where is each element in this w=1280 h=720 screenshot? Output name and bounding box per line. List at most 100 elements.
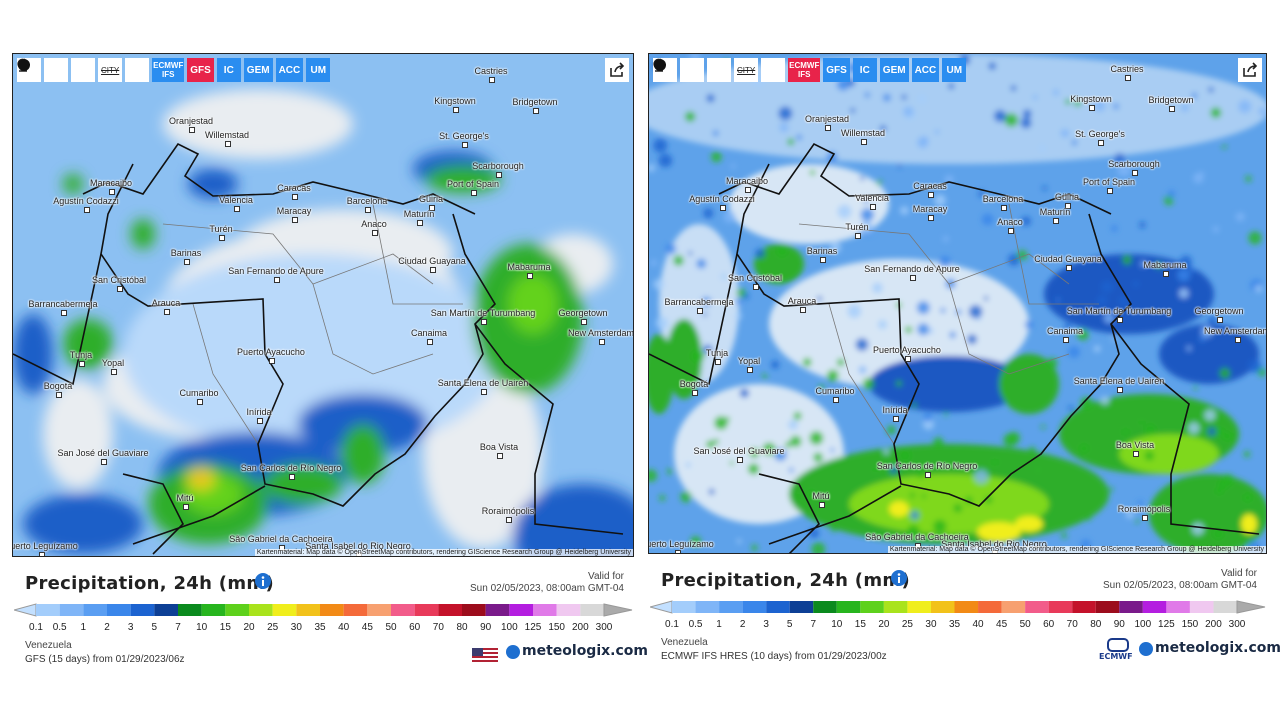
- model-button[interactable]: IC: [852, 58, 877, 82]
- info-button[interactable]: [255, 573, 271, 589]
- model-button[interactable]: GEM: [879, 58, 909, 82]
- precip-cell: [793, 493, 800, 501]
- city-toggle[interactable]: CITY: [98, 58, 123, 82]
- tool-button[interactable]: [654, 58, 704, 82]
- tool-button[interactable]: [18, 58, 68, 82]
- city-label: Ciudad Guayana: [398, 256, 466, 266]
- legend-label: 300: [595, 622, 613, 633]
- precip-cell: [1065, 98, 1071, 105]
- legend-label: 20: [243, 622, 255, 633]
- precip-cell: [730, 163, 736, 169]
- legend-label: 7: [175, 622, 181, 633]
- brand-icon: [506, 645, 520, 659]
- city-label: Yopal: [101, 358, 125, 368]
- tool-button[interactable]: [653, 58, 731, 82]
- city-label: Mitú: [176, 493, 194, 503]
- precip-cell: [903, 106, 914, 117]
- model-button[interactable]: ECMWF IFS: [152, 58, 185, 82]
- precip-area: [754, 244, 804, 284]
- city-marker: [715, 359, 721, 365]
- precip-area: [999, 354, 1059, 414]
- share-button[interactable]: [605, 58, 629, 82]
- precip-cell: [1064, 323, 1071, 330]
- city-marker: [745, 187, 751, 193]
- city-marker: [599, 339, 605, 345]
- model-button[interactable]: UM: [306, 58, 331, 82]
- layer-toggle[interactable]: [654, 58, 786, 82]
- precip-area: [1241, 514, 1257, 534]
- precip-cell: [754, 248, 765, 259]
- legend-swatch: [1189, 601, 1214, 613]
- legend-label: 1: [716, 619, 722, 630]
- legend-label: 15: [219, 622, 231, 633]
- info-button[interactable]: [891, 570, 907, 586]
- legend-swatch: [860, 601, 884, 613]
- city-marker: [1063, 337, 1069, 343]
- precip-cell: [1190, 266, 1196, 272]
- legend-label: 7: [810, 619, 817, 630]
- precip-cell: [1122, 255, 1132, 265]
- city-marker: [928, 192, 934, 198]
- model-button[interactable]: UM: [942, 58, 967, 82]
- legend-label: 70: [432, 622, 444, 633]
- legend-arrow: [1236, 600, 1266, 614]
- city-marker: [1098, 140, 1104, 146]
- precip-cell: [830, 448, 835, 453]
- precip-cell: [1101, 281, 1113, 293]
- share-button[interactable]: [1238, 58, 1262, 82]
- city-label: Bridgetown: [512, 97, 558, 107]
- city-label: San José del Guaviare: [57, 448, 149, 458]
- legend-swatch: [154, 604, 178, 616]
- layer-toggle[interactable]: [18, 58, 150, 82]
- precip-area: [425, 165, 501, 193]
- precip-cell: [813, 452, 823, 463]
- model-button[interactable]: ECMWF IFS: [788, 58, 821, 82]
- legend-label: 10: [196, 622, 208, 633]
- city-marker: [417, 220, 423, 226]
- city-label: St. George's: [439, 131, 489, 141]
- city-marker: [1008, 228, 1014, 234]
- model-button[interactable]: ACC: [911, 58, 940, 82]
- precip-cell: [910, 510, 920, 520]
- city-marker: [581, 319, 587, 325]
- city-label: Castries: [1110, 64, 1144, 74]
- precip-cell: [1186, 345, 1192, 351]
- legend-label: 0.1: [29, 622, 43, 633]
- precip-cell: [701, 297, 712, 307]
- city-marker: [1053, 218, 1059, 224]
- city-label: Georgetown: [558, 308, 608, 318]
- valid-label: Valid for: [588, 571, 624, 582]
- precip-cell: [1221, 474, 1234, 487]
- model-button[interactable]: GFS: [187, 58, 214, 82]
- precip-cell: [1193, 172, 1204, 184]
- model-button[interactable]: GEM: [243, 58, 273, 82]
- model-button[interactable]: IC: [216, 58, 241, 82]
- legend-label: 10: [831, 619, 843, 630]
- model-button[interactable]: ACC: [275, 58, 304, 82]
- precip-area: [513, 484, 633, 556]
- country-border: [736, 163, 1133, 507]
- city-label: Güiria: [1054, 192, 1080, 202]
- country-border: [82, 142, 476, 215]
- precip-area: [13, 314, 53, 394]
- city-label: Valencia: [219, 195, 253, 205]
- city-label: Santa Elena de Uairén: [1073, 376, 1165, 386]
- precip-cell: [1093, 99, 1106, 112]
- precip-area: [1015, 516, 1043, 532]
- precip-cell: [1235, 212, 1245, 222]
- precip-cell: [988, 62, 997, 70]
- legend-label: 300: [1228, 619, 1246, 630]
- precip-area: [869, 356, 1029, 412]
- precip-cell: [793, 411, 802, 420]
- precip-cell: [649, 164, 655, 172]
- precip-cell: [1024, 320, 1034, 330]
- tool-button[interactable]: [17, 58, 95, 82]
- precip-cell: [1204, 409, 1216, 421]
- model-button[interactable]: GFS: [823, 58, 850, 82]
- city-toggle[interactable]: CITY: [734, 58, 759, 82]
- precip-cell: [876, 179, 882, 186]
- legend-label: 2: [739, 619, 746, 630]
- legend-swatch: [1001, 601, 1026, 613]
- precip-cell: [1134, 518, 1139, 523]
